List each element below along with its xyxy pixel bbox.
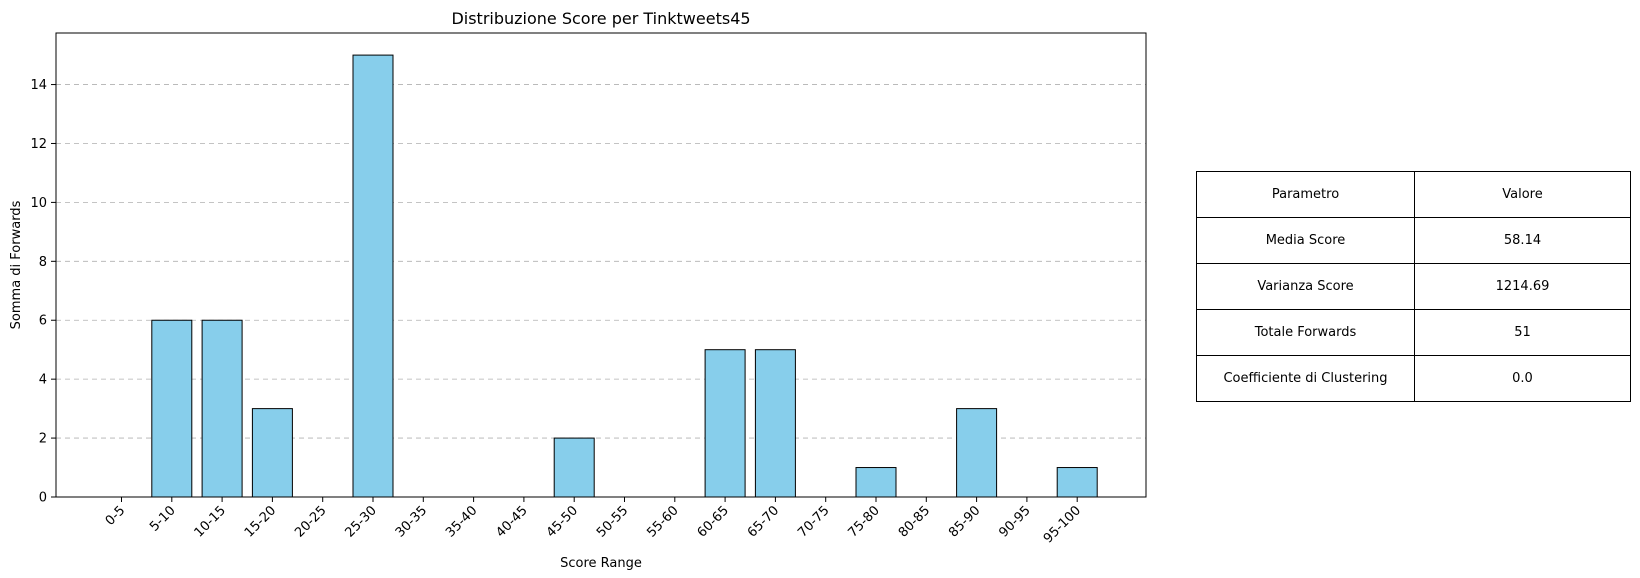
x-tick-label: 20-25 — [292, 503, 329, 540]
bar — [855, 467, 897, 498]
x-tick-label: 80-85 — [896, 503, 933, 540]
bar — [151, 319, 193, 498]
table-header-cell: Parametro — [1196, 171, 1415, 218]
table-cell-value: 1214.69 — [1414, 263, 1631, 310]
table-row: Media Score 58.14 — [1196, 217, 1631, 264]
bar — [754, 349, 796, 498]
x-tick-label: 55-60 — [644, 503, 681, 540]
x-tick-label: 50-55 — [594, 503, 631, 540]
plot-frame — [55, 32, 1147, 498]
x-tick-label: 30-35 — [393, 503, 430, 540]
bar — [956, 408, 998, 498]
bar — [1056, 467, 1098, 498]
x-tick-label: 5-10 — [147, 503, 178, 534]
y-tick-label: 10 — [30, 196, 47, 211]
bar-chart: Distribuzione Score per Tinktweets45 0 2 4… — [9, 9, 1147, 571]
y-axis-ticks: 0 2 4 6 8 10 12 14 — [30, 78, 56, 506]
y-tick-label: 8 — [39, 255, 47, 270]
table-cell-parameter: Coefficiente di Clustering — [1196, 355, 1415, 402]
table-cell-parameter: Varianza Score — [1196, 263, 1415, 310]
x-tick-label: 15-20 — [242, 503, 279, 540]
y-tick-label: 4 — [39, 373, 47, 388]
x-tick-label: 70-75 — [795, 503, 832, 540]
table-cell-value: 58.14 — [1414, 217, 1631, 264]
x-tick-label: 75-80 — [846, 503, 883, 540]
y-tick-label: 2 — [39, 432, 47, 447]
x-tick-label: 90-95 — [996, 503, 1033, 540]
bar — [251, 408, 293, 498]
x-axis-label: Score Range — [560, 556, 642, 571]
table-row: Coefficiente di Clustering 0.0 — [1196, 355, 1631, 402]
table-row: Totale Forwards 51 — [1196, 309, 1631, 356]
table-cell-value: 0.0 — [1414, 355, 1631, 402]
y-tick-label: 14 — [30, 78, 47, 93]
table-header-cell: Valore — [1414, 171, 1631, 218]
table-header-row: Parametro Valore — [1196, 171, 1631, 218]
stats-table: Parametro Valore Media Score 58.14 Varia… — [1196, 171, 1631, 402]
x-tick-label: 65-70 — [745, 503, 782, 540]
table-cell-parameter: Totale Forwards — [1196, 309, 1415, 356]
x-tick-label: 95-100 — [1041, 503, 1084, 546]
bar — [553, 437, 595, 498]
chart-title: Distribuzione Score per Tinktweets45 — [451, 9, 750, 28]
bar — [201, 319, 243, 498]
x-tick-label: 85-90 — [946, 503, 983, 540]
x-axis-ticks: 0-5 5-10 10-15 15-20 20-25 25-30 30-35 35-40 40-… — [103, 497, 1084, 546]
x-tick-label: 25-30 — [343, 503, 380, 540]
table-cell-value: 51 — [1414, 309, 1631, 356]
x-tick-label: 60-65 — [695, 503, 732, 540]
table-cell-parameter: Media Score — [1196, 217, 1415, 264]
bars — [151, 54, 1098, 498]
x-tick-label: 10-15 — [192, 503, 229, 540]
bar — [352, 54, 394, 498]
y-tick-label: 12 — [30, 137, 47, 152]
y-tick-label: 6 — [39, 314, 47, 329]
x-tick-label: 45-50 — [544, 503, 581, 540]
bar — [704, 349, 746, 498]
x-tick-label: 40-45 — [493, 503, 530, 540]
table-row: Varianza Score 1214.69 — [1196, 263, 1631, 310]
x-tick-label: 0-5 — [103, 503, 129, 529]
y-tick-label: 0 — [39, 491, 47, 506]
y-axis-label: Somma di Forwards — [9, 200, 24, 329]
x-tick-label: 35-40 — [443, 503, 480, 540]
